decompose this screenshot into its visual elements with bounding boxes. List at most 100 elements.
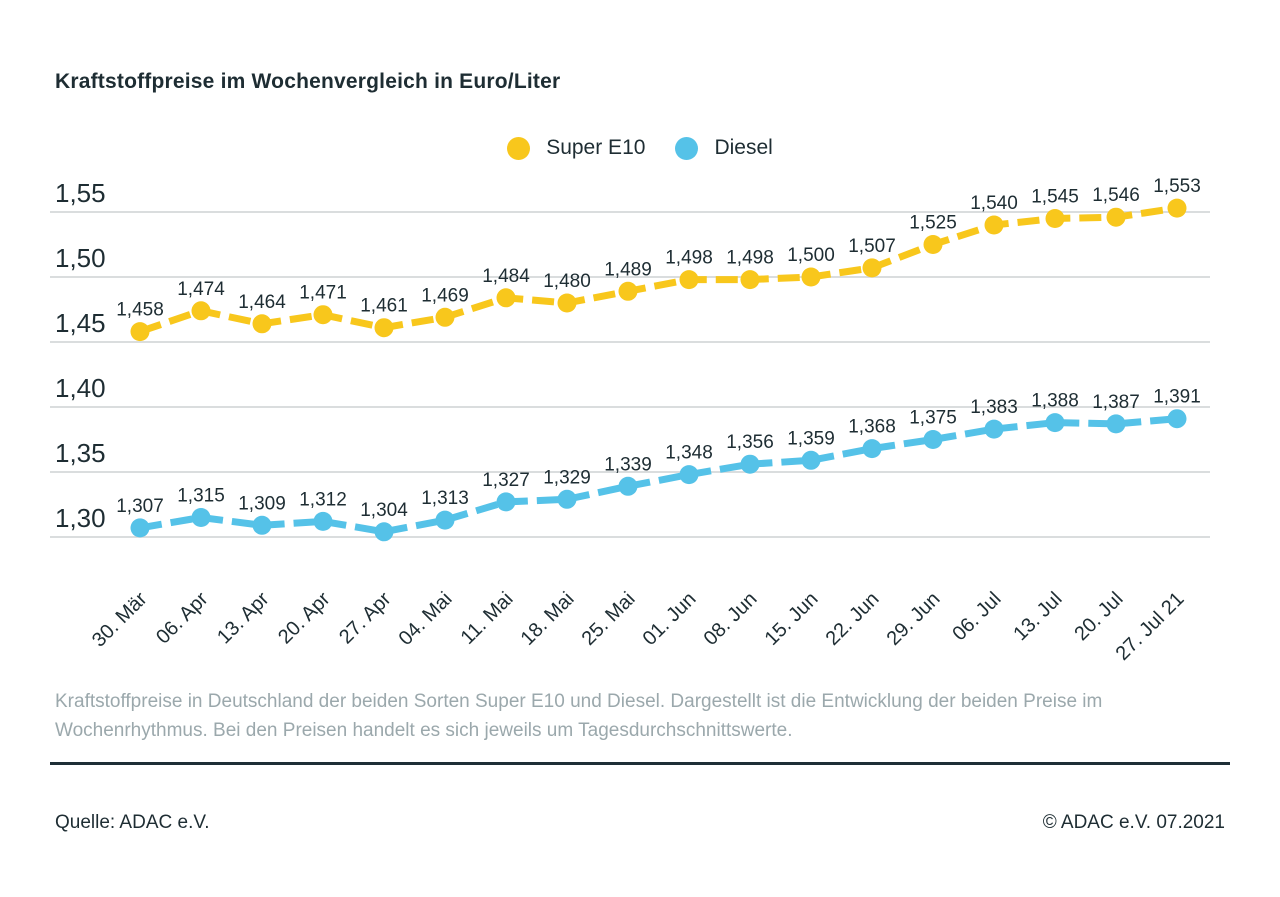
data-point	[1045, 413, 1065, 433]
data-point	[1167, 198, 1187, 218]
x-axis-tick-label: 06. Apr	[152, 588, 213, 649]
data-point	[984, 215, 1004, 235]
data-point-label: 1,500	[787, 245, 835, 266]
copyright-label: © ADAC e.V. 07.2021	[1042, 812, 1225, 833]
data-point-label: 1,375	[909, 408, 957, 429]
data-point-label: 1,307	[116, 496, 164, 517]
data-point-label: 1,525	[909, 213, 957, 234]
y-axis-tick-label: 1,45	[55, 308, 106, 338]
data-point-label: 1,498	[726, 248, 774, 269]
x-axis-tick-label: 30. Mär	[88, 588, 152, 652]
data-point-label: 1,315	[177, 486, 225, 507]
x-axis-tick-label: 04. Mai	[395, 588, 457, 650]
series-line	[138, 204, 1178, 335]
divider-line	[50, 762, 1230, 765]
data-point	[923, 430, 943, 449]
data-point	[313, 511, 333, 531]
data-point-label: 1,312	[299, 489, 347, 510]
x-axis-tick-label: 20. Jul	[1070, 588, 1127, 645]
x-axis-tick-label: 01. Jun	[639, 588, 701, 650]
data-point-label: 1,327	[482, 470, 530, 491]
data-point	[496, 288, 516, 308]
data-point	[435, 510, 455, 530]
chart-title: Kraftstoffpreise im Wochenvergleich in E…	[55, 70, 561, 93]
x-axis-tick-label: 06. Jul	[948, 588, 1005, 645]
data-point-label: 1,469	[421, 285, 469, 306]
data-point	[679, 465, 699, 485]
data-point	[923, 235, 943, 254]
data-point-label: 1,387	[1092, 392, 1140, 413]
footer: Quelle: ADAC e.V. © ADAC e.V. 07.2021	[55, 812, 1225, 834]
data-point	[679, 270, 699, 290]
data-point	[618, 281, 638, 301]
data-point-label: 1,553	[1153, 176, 1201, 197]
x-axis-tick-label: 13. Jul	[1009, 588, 1066, 645]
data-point	[1045, 209, 1065, 228]
data-point-label: 1,329	[543, 467, 591, 488]
y-axis-tick-label: 1,30	[55, 503, 106, 533]
x-axis-tick-label: 22. Jun	[822, 588, 884, 650]
data-point-label: 1,474	[177, 279, 225, 300]
data-point-label: 1,507	[848, 236, 896, 257]
data-point-label: 1,480	[543, 271, 591, 292]
data-point-label: 1,471	[299, 283, 347, 304]
legend-label-diesel: Diesel	[714, 136, 773, 159]
y-axis-tick-label: 1,40	[55, 373, 106, 403]
data-point-label: 1,388	[1031, 391, 1079, 412]
x-axis-tick-label: 11. Mai	[457, 588, 518, 649]
data-point-label: 1,540	[970, 193, 1018, 214]
legend-item-super-e10: Super E10	[507, 136, 645, 160]
data-point-label: 1,546	[1092, 185, 1140, 206]
x-axis-tick-label: 25. Mai	[578, 588, 640, 650]
data-point	[984, 419, 1004, 439]
x-axis-tick-label: 13. Apr	[213, 588, 274, 649]
chart-legend: Super E10 Diesel	[0, 136, 1280, 160]
data-point	[862, 439, 882, 459]
data-point-label: 1,383	[970, 397, 1018, 418]
data-point	[740, 270, 760, 290]
data-point	[1106, 207, 1126, 227]
data-point	[435, 307, 455, 327]
data-point	[496, 492, 516, 512]
data-point-label: 1,368	[848, 417, 896, 438]
data-point-label: 1,391	[1153, 387, 1201, 408]
data-point-label: 1,356	[726, 432, 774, 453]
series-line	[139, 415, 1178, 536]
data-point	[801, 267, 821, 287]
data-point	[862, 258, 882, 278]
super-e10-dot-icon	[507, 136, 531, 160]
y-axis-tick-label: 1,50	[55, 243, 106, 273]
data-point	[740, 454, 760, 474]
data-point-label: 1,313	[421, 488, 469, 509]
x-axis-tick-label: 20. Apr	[274, 588, 335, 649]
x-axis-tick-label: 29. Jun	[883, 588, 945, 650]
data-point	[313, 305, 333, 325]
data-point	[374, 522, 394, 542]
data-point-label: 1,545	[1031, 187, 1079, 208]
data-point-label: 1,458	[116, 300, 164, 321]
data-point	[191, 508, 211, 527]
x-axis-tick-label: 08. Jun	[700, 588, 762, 650]
data-point-label: 1,348	[665, 443, 713, 464]
data-point	[557, 489, 577, 509]
x-axis-tick-label: 18. Mai	[517, 588, 579, 650]
data-point	[252, 515, 272, 535]
legend-item-diesel: Diesel	[675, 136, 773, 160]
data-point	[130, 322, 150, 342]
data-point	[374, 318, 394, 338]
data-point	[252, 314, 272, 334]
data-point-label: 1,489	[604, 259, 652, 280]
data-point-label: 1,309	[238, 493, 286, 514]
data-point-label: 1,484	[482, 266, 530, 287]
y-axis-tick-label: 1,35	[55, 438, 106, 468]
source-label: Quelle: ADAC e.V.	[55, 812, 210, 833]
data-point-label: 1,304	[360, 500, 408, 521]
data-point	[1106, 414, 1126, 434]
data-point	[801, 450, 821, 470]
data-point	[1167, 409, 1187, 429]
data-point-label: 1,498	[665, 248, 713, 269]
data-point	[191, 301, 211, 321]
legend-label-super-e10: Super E10	[546, 136, 646, 159]
